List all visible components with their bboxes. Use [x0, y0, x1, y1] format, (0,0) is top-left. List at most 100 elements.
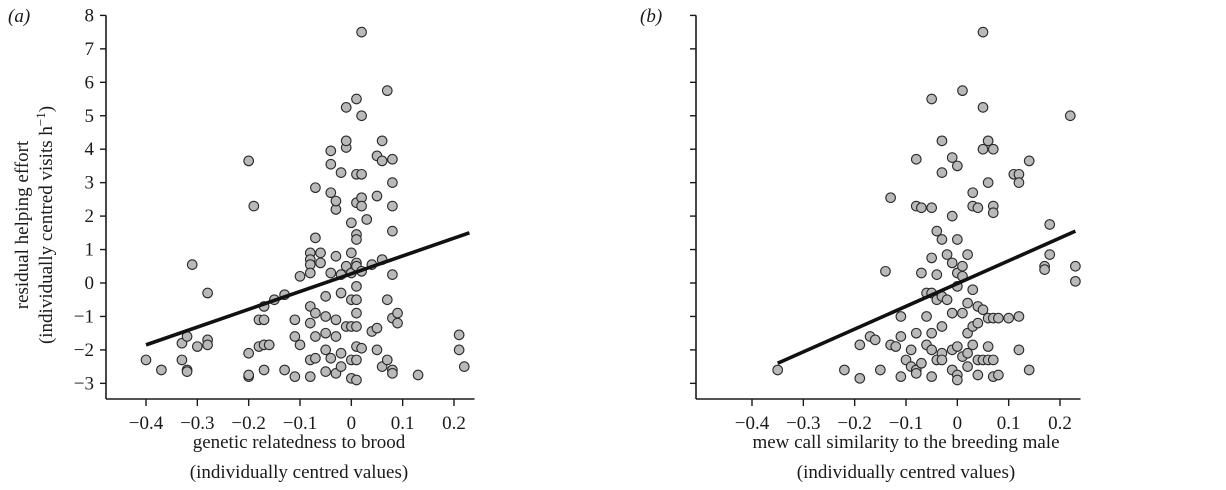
data-point [982, 341, 994, 352]
regression-line [145, 231, 470, 347]
data-point [381, 354, 393, 366]
panel-b-xtick-label: −0.4 [735, 413, 770, 434]
data-point [351, 354, 362, 366]
panel-a-xtick-label: 0.1 [391, 413, 415, 434]
data-point [325, 352, 337, 364]
panel-a-ytick-label: 5 [85, 106, 95, 127]
data-point [356, 342, 367, 354]
data-point [895, 371, 907, 383]
panel-b-xtick-label: 0.2 [1048, 413, 1072, 434]
panel-a-ytick-label: −2 [74, 340, 94, 361]
data-point [839, 364, 850, 376]
data-point [310, 182, 321, 194]
data-point [1044, 249, 1056, 260]
data-point [962, 249, 973, 260]
data-point [325, 145, 337, 157]
data-point [936, 135, 948, 147]
panel-b-xlabel2: (individually centred values) [797, 462, 1015, 483]
data-point [361, 214, 373, 225]
panel-a-ytick-label: 7 [85, 39, 95, 60]
data-point [304, 317, 316, 329]
panel-b-points [772, 26, 1081, 386]
data-point [951, 341, 963, 352]
data-point [926, 93, 938, 105]
data-point [885, 192, 896, 204]
panel-a-label: (a) [8, 6, 30, 27]
data-point [294, 270, 306, 282]
data-point [381, 294, 393, 306]
data-point [987, 207, 999, 219]
data-point [371, 344, 383, 356]
data-point [335, 167, 347, 178]
data-point [987, 143, 999, 155]
data-point [936, 167, 948, 178]
data-point [982, 135, 994, 147]
data-point [972, 202, 984, 214]
data-point [320, 366, 332, 377]
panel-a-xtick-label: 0 [347, 413, 357, 434]
data-point [982, 177, 994, 188]
data-point [926, 252, 938, 264]
data-point [962, 347, 973, 359]
data-point [351, 321, 362, 332]
data-point [936, 321, 948, 332]
data-point [320, 327, 332, 339]
data-point [1044, 219, 1056, 230]
panel-a-ytick-label: −3 [74, 373, 94, 394]
data-point [869, 334, 881, 346]
data-point [304, 371, 316, 383]
panel-a-xtick-label: −0.4 [129, 413, 164, 434]
data-point [356, 200, 367, 212]
data-point [916, 357, 927, 369]
data-point [972, 317, 984, 329]
data-point [191, 341, 203, 352]
data-point [910, 153, 922, 165]
data-point [345, 217, 357, 229]
data-point [376, 135, 388, 147]
data-point [310, 352, 321, 364]
data-point [176, 354, 188, 366]
panel-a-ylabel2-end: ) [36, 106, 57, 112]
data-point [453, 344, 465, 356]
data-point [340, 102, 352, 113]
data-point [946, 307, 958, 319]
panel-a-xtick-label: 0.2 [442, 413, 466, 434]
data-point [957, 85, 968, 97]
data-point [258, 314, 270, 326]
data-point [910, 367, 922, 379]
data-point [1039, 264, 1050, 275]
data-point [458, 361, 470, 372]
data-point [202, 287, 213, 299]
data-point [951, 234, 963, 245]
data-point [772, 364, 784, 376]
data-point [392, 317, 403, 329]
data-point [330, 195, 342, 207]
data-point [371, 322, 383, 334]
data-point [156, 364, 167, 376]
data-point [387, 200, 398, 212]
data-point [967, 187, 979, 199]
data-point [387, 269, 398, 280]
panel-a-ylabel2: (individually centred visits h−1) [33, 106, 58, 344]
data-point [921, 311, 932, 322]
data-point [931, 225, 943, 237]
data-point [289, 371, 301, 383]
data-point [926, 371, 938, 383]
data-point [946, 152, 958, 163]
data-point [310, 331, 321, 342]
data-point [140, 354, 152, 366]
panel-a-ylabel: residual helping effort [12, 140, 33, 309]
data-point [926, 344, 938, 356]
data-point [972, 369, 984, 381]
data-point [957, 307, 968, 319]
data-point [345, 247, 357, 259]
data-point [186, 259, 198, 270]
data-point [315, 247, 326, 259]
panel-b-xtick-label: −0.3 [786, 413, 820, 434]
data-point [304, 267, 316, 279]
data-point [263, 339, 275, 351]
data-point [880, 265, 891, 277]
data-point [387, 177, 398, 188]
data-point [962, 297, 973, 309]
data-point [387, 153, 398, 165]
